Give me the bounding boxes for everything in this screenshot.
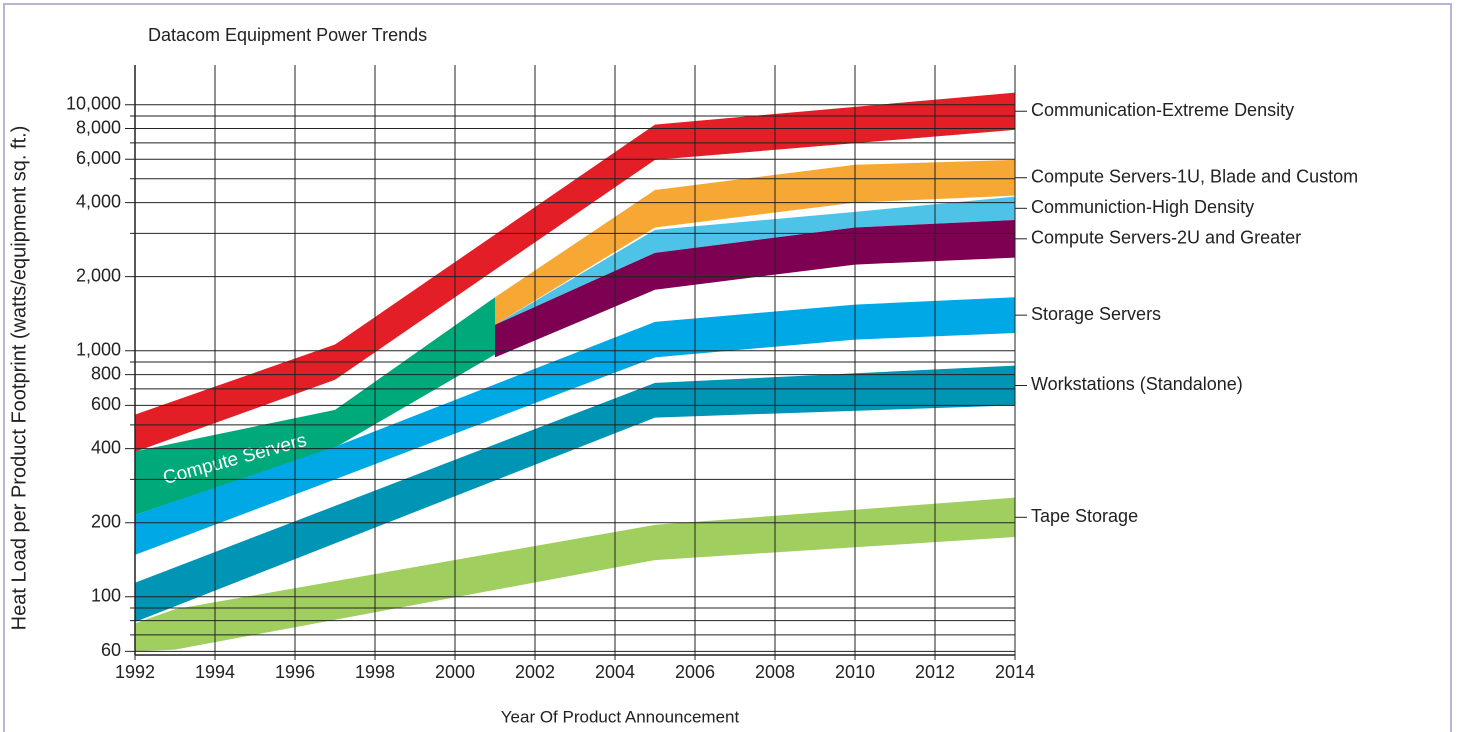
y-tick-label: 100 — [91, 586, 121, 606]
x-tick-label: 2008 — [755, 662, 795, 682]
series-label: Tape Storage — [1031, 506, 1138, 526]
series-label: Compute Servers-1U, Blade and Custom — [1031, 166, 1358, 186]
x-tick-label: 1998 — [355, 662, 395, 682]
y-tick-label: 4,000 — [76, 191, 121, 211]
y-tick-label: 10,000 — [66, 93, 121, 113]
frame — [3, 3, 1452, 732]
y-tick-label: 200 — [91, 511, 121, 531]
x-tick-label: 1994 — [195, 662, 235, 682]
y-tick-label: 2,000 — [76, 265, 121, 285]
band — [495, 219, 1015, 358]
chart-title: Datacom Equipment Power Trends — [148, 25, 427, 45]
x-tick-label: 2000 — [435, 662, 475, 682]
y-tick-label: 8,000 — [76, 117, 121, 137]
x-tick-label: 2010 — [835, 662, 875, 682]
band — [135, 297, 495, 515]
band — [135, 365, 1015, 622]
x-tick-label: 2006 — [675, 662, 715, 682]
series-label: Communication-Extreme Density — [1031, 100, 1294, 120]
band — [135, 497, 1015, 652]
series-label: Communiction-High Density — [1031, 197, 1254, 217]
y-tick-label: 6,000 — [76, 148, 121, 168]
series-label: Storage Servers — [1031, 304, 1161, 324]
y-tick-label: 1,000 — [76, 339, 121, 359]
band — [495, 196, 1015, 325]
x-tick-label: 1992 — [115, 662, 155, 682]
y-tick-label: 400 — [91, 437, 121, 457]
band — [135, 297, 1015, 555]
band — [495, 159, 1015, 325]
y-tick-label: 60 — [101, 640, 121, 660]
x-tick-label: 2002 — [515, 662, 555, 682]
x-axis-label: Year Of Product Announcement — [501, 707, 740, 726]
x-tick-label: 2012 — [915, 662, 955, 682]
y-tick-label: 600 — [91, 394, 121, 414]
x-tick-label: 2004 — [595, 662, 635, 682]
y-tick-label: 800 — [91, 363, 121, 383]
x-tick-label: 1996 — [275, 662, 315, 682]
series-label: Compute Servers-2U and Greater — [1031, 228, 1301, 248]
y-axis-label: Heat Load per Product Footprint (watts/e… — [8, 126, 30, 631]
series-label: Workstations (Standalone) — [1031, 374, 1243, 394]
x-tick-label: 2014 — [995, 662, 1035, 682]
